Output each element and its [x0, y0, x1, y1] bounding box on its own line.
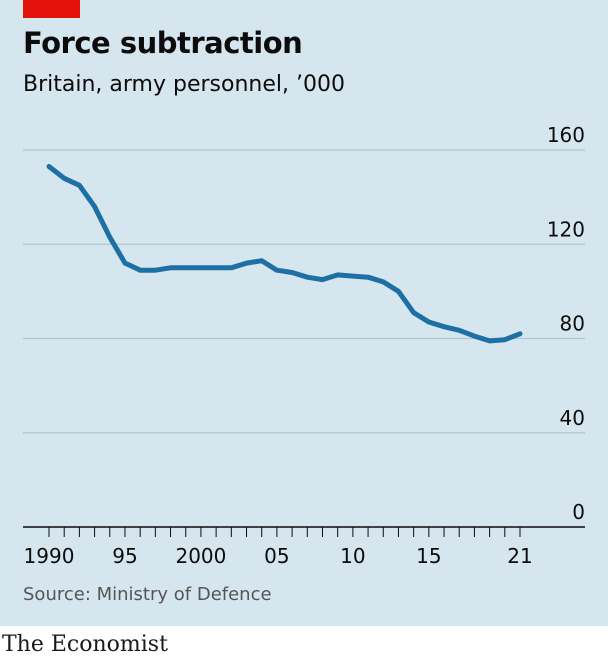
y-tick-label: 80	[560, 312, 585, 336]
y-tick-label: 160	[547, 123, 585, 147]
y-tick-label: 120	[547, 217, 585, 241]
publisher-logo: The Economist	[2, 632, 168, 657]
source-note: Source: Ministry of Defence	[23, 584, 272, 605]
line-chart: 0 40 80 120 160 1990 95 2000 05 10 15 21	[23, 123, 585, 568]
brand-accent-tag	[23, 0, 80, 18]
x-tick-label: 1990	[24, 544, 75, 568]
chart-subtitle: Britain, army personnel, ’000	[23, 72, 345, 97]
x-tick-label: 21	[507, 544, 532, 568]
x-tick-label: 2000	[175, 544, 226, 568]
x-tick-label: 95	[112, 544, 137, 568]
y-tick-label: 0	[572, 500, 585, 524]
chart-title: Force subtraction	[23, 26, 303, 60]
x-tick-label: 10	[340, 544, 365, 568]
y-tick-label: 40	[560, 406, 585, 430]
x-tick-label: 05	[264, 544, 289, 568]
chart-panel	[0, 0, 608, 626]
series-line	[46, 164, 523, 344]
x-tick-label: 15	[416, 544, 441, 568]
